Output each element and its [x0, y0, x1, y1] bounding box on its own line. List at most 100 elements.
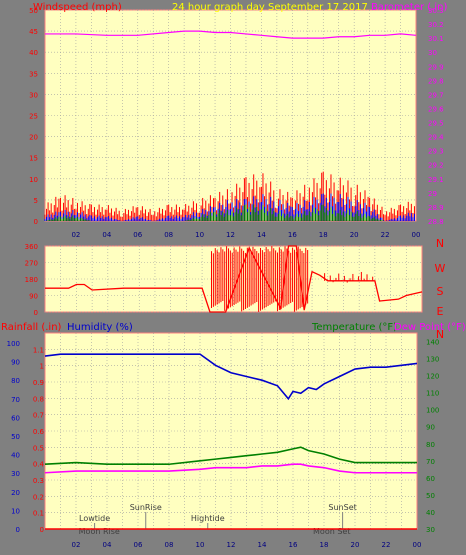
time-tick-label: 22 [382, 541, 391, 549]
humidity-tick-label: 80 [11, 377, 20, 385]
humidity-axis-label: Humidity (%) [67, 322, 133, 333]
direction-tick-label: 180 [25, 276, 38, 284]
rainfall-tick-label: 1 [40, 363, 44, 371]
time-tick-label: 10 [195, 231, 204, 239]
rainfall-tick-label: 0.2 [33, 493, 44, 501]
barometer-tick-label: 30.1 [428, 35, 444, 43]
rainfall-tick-label: 0 [40, 526, 44, 534]
time-tick-label: 22 [381, 231, 390, 239]
windspeed-tick-label: 20 [29, 134, 38, 142]
rainfall-tick-label: 0.5 [33, 444, 44, 452]
time-tick-label: 12 [226, 231, 235, 239]
barometer-tick-label: 30.3 [428, 7, 444, 15]
humidity-tick-label: 20 [11, 489, 20, 497]
time-tick-label: 08 [165, 541, 174, 549]
barometer-tick-label: 29.5 [428, 120, 444, 128]
time-tick-label: 02 [72, 541, 81, 549]
low-series [46, 204, 385, 221]
time-tick-label: 20 [350, 231, 359, 239]
rainfall-tick-label: 0.9 [33, 379, 44, 387]
humidity-tick-label: 30 [11, 470, 20, 478]
direction-tick-label: 270 [25, 260, 38, 268]
time-tick-label: 06 [133, 231, 142, 239]
temperature-tick-label: 80 [426, 441, 435, 449]
time-tick-label: 04 [102, 231, 111, 239]
barometer-tick-label: 30.2 [428, 21, 444, 29]
windspeed-tick-label: 5 [34, 197, 38, 205]
barometer-line [45, 30, 417, 39]
wind-direction-line [45, 245, 423, 313]
time-tick-label: 14 [257, 231, 266, 239]
windspeed-axis: 0 5 10 15 20 25 30 35 40 45 50 [29, 7, 38, 226]
humidity-tick-label: 50 [11, 433, 20, 441]
temperature-tick-label: 60 [426, 475, 435, 483]
annotation-label: SunSet [328, 503, 356, 512]
wind-direction-series [45, 245, 423, 313]
annotation-label: SunRise [130, 503, 162, 512]
temperature-tick-label: 130 [426, 356, 439, 364]
windspeed-axis-label: Windspeed (mph) [33, 2, 122, 13]
barometer-tick-label: 29.8 [428, 77, 444, 85]
windspeed-tick-label: 10 [29, 176, 38, 184]
windspeed-tick-label: 30 [29, 91, 38, 99]
temperature-tick-label: 140 [426, 339, 439, 347]
temperature-tick-label: 40 [426, 509, 435, 517]
barometer-tick-label: 29.3 [428, 148, 444, 156]
time-tick-label: 10 [196, 541, 205, 549]
barometer-axis: 28.8 28.9 29 29.1 29.2 29.3 29.4 29.5 29.6 29.7 29… [428, 7, 444, 226]
barometer-tick-label: 29.7 [428, 91, 444, 99]
wind-barometer-series [44, 30, 417, 221]
direction-tick-label: 0 [34, 309, 38, 317]
rainfall-tick-label: 1.1 [33, 346, 44, 354]
temperature-tick-label: 30 [426, 526, 435, 534]
time-tick-label: 08 [164, 231, 173, 239]
temperature-line [44, 446, 417, 466]
temperature-axis: 30 40 50 60 70 80 90 100 110 120 130 140 [426, 339, 439, 534]
dew-point-line [44, 463, 417, 474]
temperature-tick-label: 70 [426, 458, 435, 466]
barometer-tick-label: 28.9 [428, 204, 444, 212]
time-tick-label: 04 [103, 541, 112, 549]
annotation-label: Moon Rise [79, 527, 120, 536]
barometer-tick-label: 29 [428, 190, 437, 198]
temperature-tick-label: 100 [426, 407, 439, 415]
panel-wind-grid [45, 9, 416, 222]
barometer-tick-label: 29.6 [428, 105, 444, 113]
time-axis-top: 02 04 06 08 10 12 14 16 18 20 22 00 [71, 231, 420, 239]
compass-label: N [436, 237, 444, 250]
time-tick-label: 12 [227, 541, 236, 549]
temperature-tick-label: 120 [426, 373, 439, 381]
rainfall-tick-label: 0.1 [33, 510, 44, 518]
direction-tick-label: 90 [29, 293, 38, 301]
time-tick-label: 18 [319, 231, 328, 239]
humidity-tick-label: 0 [16, 526, 20, 534]
barometer-tick-label: 28.8 [428, 218, 444, 226]
humidity-tick-label: 10 [11, 507, 20, 515]
rainfall-axis: 0 0.1 0.2 0.3 0.4 0.5 0.6 0.7 0.8 0.9 1 1.1 [33, 346, 45, 534]
humidity-axis: 0 10 20 30 40 50 60 70 80 90 100 [7, 340, 20, 534]
temperature-tick-label: 90 [426, 424, 435, 432]
windspeed-tick-label: 15 [29, 155, 38, 163]
humidity-tick-label: 40 [11, 452, 20, 460]
barometer-axis-label: Barometer (.in) [371, 2, 447, 13]
compass-label: N [436, 328, 444, 341]
time-tick-label: 18 [320, 541, 329, 549]
barometer-tick-label: 29.9 [428, 63, 444, 71]
compass-label: E [437, 305, 444, 318]
direction-degrees-axis: 0 90 180 270 360 [25, 243, 38, 317]
windspeed-tick-label: 50 [29, 7, 38, 15]
annotation-label: Hightide [191, 514, 225, 523]
humidity-tick-label: 90 [11, 359, 20, 367]
barometer-tick-label: 29.1 [428, 176, 444, 184]
time-axis-bottom: 02 04 06 08 10 12 14 16 18 20 22 00 [72, 541, 422, 549]
barometer-tick-label: 30 [428, 49, 437, 57]
rainfall-tick-label: 0.6 [33, 428, 45, 436]
time-tick-label: 06 [134, 541, 143, 549]
humidity-tick-label: 100 [7, 340, 20, 348]
time-tick-label: 16 [288, 231, 297, 239]
humidity-tick-label: 70 [11, 396, 20, 404]
windspeed-tick-label: 0 [34, 218, 38, 226]
